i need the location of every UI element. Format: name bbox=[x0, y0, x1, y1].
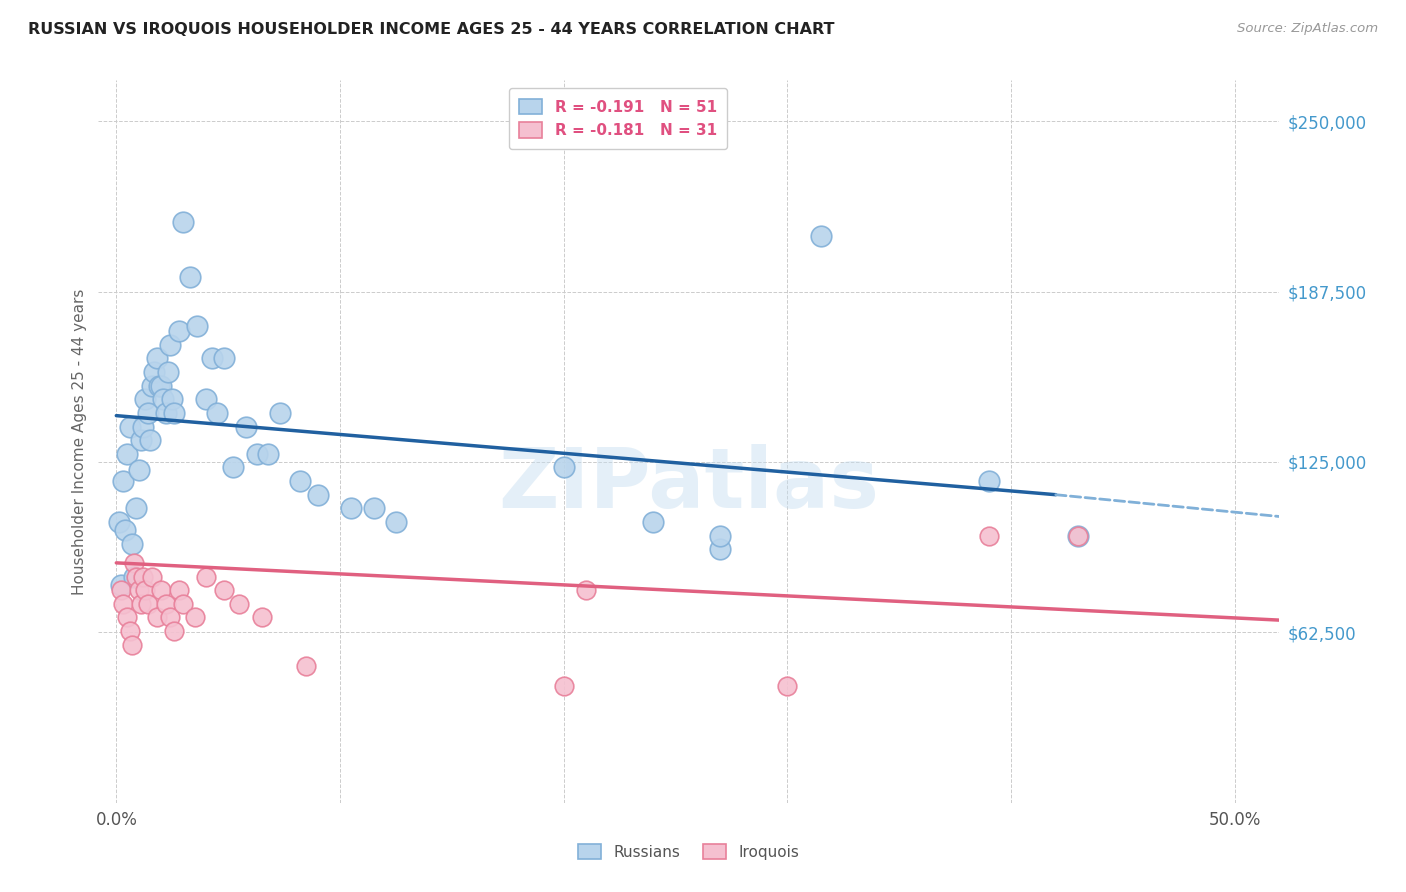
Point bbox=[385, 515, 408, 529]
Point bbox=[250, 610, 273, 624]
Point bbox=[977, 528, 1000, 542]
Point bbox=[132, 419, 155, 434]
Point bbox=[129, 597, 152, 611]
Point bbox=[205, 406, 228, 420]
Point bbox=[136, 597, 159, 611]
Point bbox=[148, 378, 170, 392]
Point bbox=[246, 447, 269, 461]
Point bbox=[117, 610, 139, 624]
Point bbox=[125, 569, 148, 583]
Point bbox=[145, 610, 167, 624]
Point bbox=[110, 577, 132, 591]
Point bbox=[152, 392, 174, 407]
Point bbox=[112, 597, 135, 611]
Point bbox=[363, 501, 385, 516]
Point bbox=[107, 515, 129, 529]
Point bbox=[709, 528, 731, 542]
Point bbox=[977, 474, 1000, 488]
Point bbox=[145, 351, 167, 366]
Point bbox=[128, 583, 150, 598]
Point bbox=[162, 392, 183, 407]
Point bbox=[128, 463, 150, 477]
Point bbox=[141, 378, 163, 392]
Point bbox=[257, 447, 280, 461]
Point bbox=[129, 433, 152, 447]
Point bbox=[194, 392, 217, 407]
Point bbox=[643, 515, 665, 529]
Point bbox=[118, 624, 141, 638]
Point bbox=[121, 537, 143, 551]
Point bbox=[143, 365, 166, 379]
Point bbox=[122, 556, 145, 570]
Point bbox=[112, 474, 135, 488]
Point bbox=[553, 460, 575, 475]
Point bbox=[155, 597, 177, 611]
Point bbox=[1067, 528, 1090, 542]
Point bbox=[776, 679, 799, 693]
Point bbox=[235, 419, 257, 434]
Point bbox=[163, 406, 186, 420]
Point bbox=[186, 318, 208, 333]
Point bbox=[179, 269, 201, 284]
Point bbox=[228, 597, 250, 611]
Legend: Russians, Iroquois: Russians, Iroquois bbox=[571, 836, 807, 867]
Point bbox=[553, 679, 575, 693]
Point bbox=[212, 583, 235, 598]
Point bbox=[709, 542, 731, 557]
Point bbox=[295, 659, 318, 673]
Point bbox=[110, 583, 132, 598]
Point bbox=[307, 488, 329, 502]
Point bbox=[201, 351, 224, 366]
Point bbox=[117, 447, 139, 461]
Point bbox=[134, 583, 156, 598]
Point bbox=[132, 569, 155, 583]
Point bbox=[122, 569, 145, 583]
Point bbox=[159, 337, 181, 351]
Point bbox=[141, 569, 163, 583]
Point bbox=[163, 624, 186, 638]
Point bbox=[118, 419, 141, 434]
Point bbox=[134, 392, 156, 407]
Point bbox=[575, 583, 598, 598]
Point bbox=[221, 460, 243, 475]
Point bbox=[155, 406, 177, 420]
Point bbox=[194, 569, 217, 583]
Point bbox=[139, 433, 162, 447]
Point bbox=[114, 523, 136, 537]
Point bbox=[156, 365, 179, 379]
Point bbox=[159, 610, 181, 624]
Text: RUSSIAN VS IROQUOIS HOUSEHOLDER INCOME AGES 25 - 44 YEARS CORRELATION CHART: RUSSIAN VS IROQUOIS HOUSEHOLDER INCOME A… bbox=[28, 22, 835, 37]
Point bbox=[288, 474, 311, 488]
Point bbox=[172, 597, 194, 611]
Point bbox=[810, 228, 832, 243]
Point bbox=[136, 406, 159, 420]
Point bbox=[172, 215, 194, 229]
Point bbox=[167, 583, 190, 598]
Text: Source: ZipAtlas.com: Source: ZipAtlas.com bbox=[1237, 22, 1378, 36]
Point bbox=[150, 378, 173, 392]
Text: ZIPatlas: ZIPatlas bbox=[499, 444, 879, 525]
Point bbox=[167, 324, 190, 338]
Point bbox=[121, 638, 143, 652]
Y-axis label: Householder Income Ages 25 - 44 years: Householder Income Ages 25 - 44 years bbox=[72, 288, 87, 595]
Point bbox=[340, 501, 363, 516]
Point bbox=[183, 610, 205, 624]
Point bbox=[1067, 528, 1090, 542]
Point bbox=[269, 406, 291, 420]
Point bbox=[212, 351, 235, 366]
Point bbox=[150, 583, 173, 598]
Point bbox=[125, 501, 148, 516]
